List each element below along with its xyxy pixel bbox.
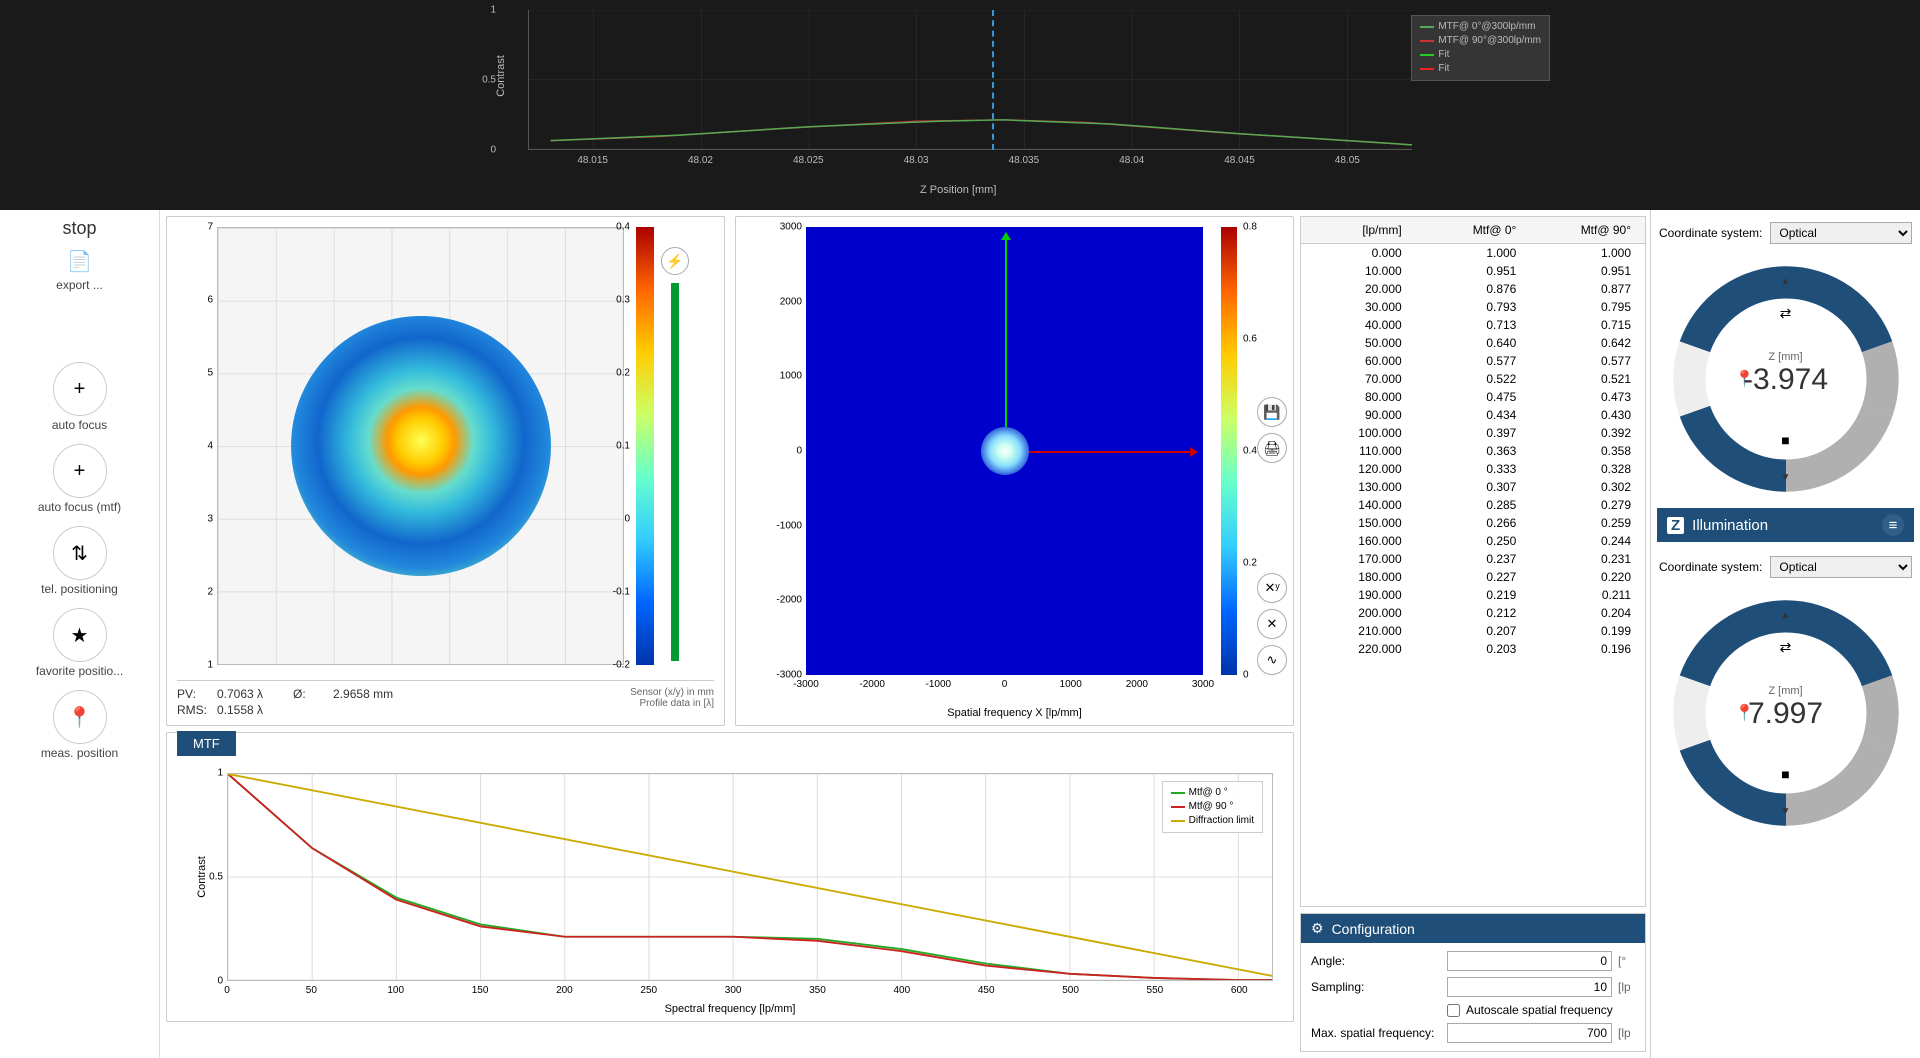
spatial-frequency-map [806, 227, 1203, 675]
adjust-icon[interactable]: ⇄ [1780, 305, 1792, 322]
angle-input[interactable] [1447, 951, 1612, 971]
mtf-data-table: [lp/mm]Mtf@ 0°Mtf@ 90° 0.0001.0001.00010… [1300, 216, 1646, 907]
table-row: 210.0000.2070.199 [1301, 622, 1645, 640]
table-row: 220.0000.2030.196 [1301, 640, 1645, 658]
z-badge: Z [1667, 517, 1684, 534]
wavefront-heatmap [217, 227, 624, 665]
coord-system-select-bottom[interactable]: Optical [1770, 556, 1912, 578]
table-row: 140.0000.2850.279 [1301, 496, 1645, 514]
gauge-down-button[interactable]: ▼ [1781, 472, 1791, 483]
gauge-up-button[interactable]: ▲ [1781, 276, 1791, 287]
table-row: 190.0000.2190.211 [1301, 586, 1645, 604]
adjust-icon[interactable]: ⇄ [1780, 639, 1792, 656]
table-row: 120.0000.3330.328 [1301, 460, 1645, 478]
illumination-header: Z Illumination ≡ [1657, 508, 1914, 542]
xy-tool-icon[interactable]: ✕ʸ [1257, 573, 1287, 603]
top-chart-xlabel: Z Position [mm] [920, 184, 996, 196]
sidebar-button[interactable]: 📍 [53, 690, 107, 744]
menu-icon[interactable]: ≡ [1882, 514, 1904, 536]
stop-square-icon[interactable]: ■ [1781, 432, 1789, 448]
table-row: 70.0000.5220.521 [1301, 370, 1645, 388]
mtf-tab[interactable]: MTF [177, 731, 236, 756]
table-row: 90.0000.4340.430 [1301, 406, 1645, 424]
frequency-colorbar [1221, 227, 1237, 675]
contrast-vs-z-chart: Contrast 00.51 48.01548.0248.02548.0348.… [0, 0, 1920, 210]
export-label: export ... [4, 278, 155, 292]
table-row: 130.0000.3070.302 [1301, 478, 1645, 496]
coord-system-select-top[interactable]: Optical [1770, 222, 1912, 244]
stop-square-icon[interactable]: ■ [1781, 766, 1789, 782]
stop-button[interactable]: stop [4, 218, 155, 239]
mtf-chart-panel: MTF Contrast 00.51 050100150200250300350… [166, 732, 1294, 1022]
autoscale-checkbox[interactable] [1447, 1004, 1460, 1017]
table-row: 60.0000.5770.577 [1301, 352, 1645, 370]
left-toolbar: stop 📄 export ... +auto focus+auto focus… [0, 210, 160, 1058]
activity-bar [671, 283, 679, 661]
bolt-icon[interactable]: ⚡ [661, 247, 689, 275]
save-icon[interactable]: 💾 [1257, 397, 1287, 427]
print-icon[interactable]: 🖨 [1257, 433, 1287, 463]
gauge-down-button[interactable]: ▼ [1781, 806, 1791, 817]
wavefront-colorbar [636, 227, 654, 665]
gauge-column: Coordinate system: Optical ▲ ⇄ 📍 Z [mm] … [1650, 210, 1920, 1058]
top-chart-ylabel: Contrast [495, 55, 507, 97]
maxfreq-input[interactable] [1447, 1023, 1612, 1043]
z-gauge-top: ▲ ⇄ 📍 Z [mm] -3.974 ■ ▼ [1671, 264, 1901, 494]
z-gauge-bottom: ▲ ⇄ 📍 Z [mm] 7.997 ■ ▼ [1671, 598, 1901, 828]
table-row: 200.0000.2120.204 [1301, 604, 1645, 622]
gauge-up-button[interactable]: ▲ [1781, 610, 1791, 621]
table-row: 160.0000.2500.244 [1301, 532, 1645, 550]
export-icon[interactable]: 📄 [4, 249, 155, 274]
x-tool-icon[interactable]: ✕ [1257, 609, 1287, 639]
configuration-panel: ⚙Configuration Angle: [° Sampling: [lp A… [1300, 913, 1646, 1052]
table-row: 150.0000.2660.259 [1301, 514, 1645, 532]
sidebar-button[interactable]: ⇅ [53, 526, 107, 580]
table-row: 100.0000.3970.392 [1301, 424, 1645, 442]
wave-tool-icon[interactable]: ∿ [1257, 645, 1287, 675]
table-row: 30.0000.7930.795 [1301, 298, 1645, 316]
top-chart-legend: MTF@ 0°@300lp/mmMTF@ 90°@300lp/mmFitFit [1411, 15, 1550, 81]
sidebar-button[interactable]: + [53, 444, 107, 498]
table-row: 170.0000.2370.231 [1301, 550, 1645, 568]
sidebar-button[interactable]: ★ [53, 608, 107, 662]
wavefront-panel: 1234567 0.40.30.20.10-0.1-0.2 ⚡ PV:0.706… [166, 216, 725, 726]
spatial-frequency-panel: Spatial frequency Y [lp/mm] -3000-2000-1… [735, 216, 1294, 726]
table-row: 20.0000.8760.877 [1301, 280, 1645, 298]
table-row: 40.0000.7130.715 [1301, 316, 1645, 334]
table-row: 0.0001.0001.000 [1301, 244, 1645, 262]
config-icon: ⚙ [1311, 920, 1324, 937]
table-row: 180.0000.2270.220 [1301, 568, 1645, 586]
table-row: 10.0000.9510.951 [1301, 262, 1645, 280]
table-row: 50.0000.6400.642 [1301, 334, 1645, 352]
table-row: 80.0000.4750.473 [1301, 388, 1645, 406]
table-row: 110.0000.3630.358 [1301, 442, 1645, 460]
mtf-legend: Mtf@ 0 °Mtf@ 90 °Diffraction limit [1162, 781, 1263, 833]
sampling-input[interactable] [1447, 977, 1612, 997]
sidebar-button[interactable]: + [53, 362, 107, 416]
